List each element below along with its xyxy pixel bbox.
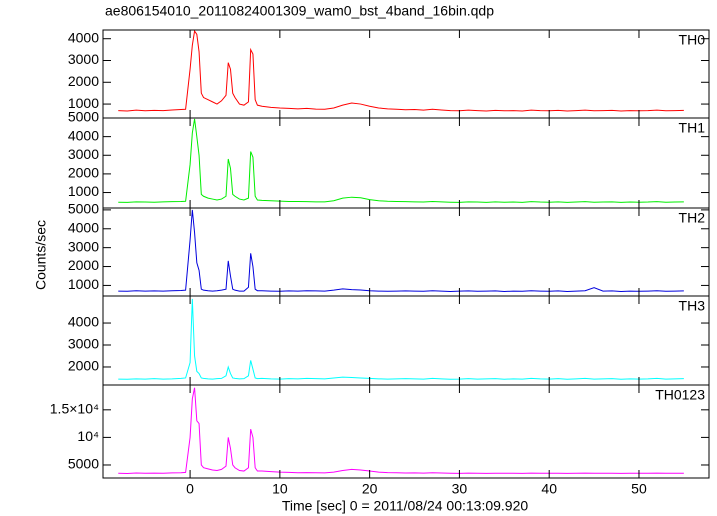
y-tick-label: 5000 [68, 109, 99, 125]
x-tick-label: 10 [272, 481, 288, 497]
y-tick-label: 10⁴ [77, 428, 99, 444]
y-tick-label: 4000 [68, 127, 99, 143]
y-axis-label: Counts/sec [33, 220, 49, 290]
x-tick-label: 20 [362, 481, 378, 497]
y-tick-label: 4000 [68, 219, 99, 235]
y-tick-label: 3000 [68, 336, 99, 352]
y-tick-label: 3000 [68, 146, 99, 162]
x-axis-label: Time [sec] 0 = 2011/08/24 00:13:09.920 [282, 498, 529, 514]
y-tick-label: 4000 [68, 29, 99, 45]
x-tick-label: 30 [452, 481, 468, 497]
x-tick-label: 50 [631, 481, 647, 497]
light-curve [118, 387, 684, 475]
light-curve [118, 118, 684, 203]
panel-label: TH1 [679, 120, 706, 136]
y-tick-label: 1000 [68, 95, 99, 111]
y-tick-label: 1.5×10⁴ [50, 401, 99, 417]
panel-label: TH2 [679, 210, 706, 226]
panel-frame [102, 384, 710, 479]
y-tick-label: 4000 [68, 314, 99, 330]
y-tick-label: 5000 [68, 201, 99, 217]
panel-frame [102, 29, 710, 119]
light-curve [118, 209, 684, 292]
panel-label: TH0123 [655, 387, 705, 403]
panel-frame [102, 117, 710, 209]
y-tick-label: 1000 [68, 183, 99, 199]
light-curve [118, 29, 684, 112]
y-tick-label: 2000 [68, 257, 99, 273]
panel-label: TH0 [679, 32, 706, 48]
light-curve [118, 298, 684, 380]
chart-title: ae806154010_20110824001309_wam0_bst_4ban… [105, 3, 494, 19]
y-tick-label: 2000 [68, 358, 99, 374]
x-tick-label: 40 [541, 481, 557, 497]
panel-label: TH3 [679, 298, 706, 314]
y-tick-label: 3000 [68, 238, 99, 254]
y-tick-label: 5000 [68, 456, 99, 472]
y-tick-label: 1000 [68, 276, 99, 292]
y-tick-label: 3000 [68, 51, 99, 67]
x-tick-label: 0 [186, 481, 194, 497]
y-tick-label: 2000 [68, 73, 99, 89]
y-tick-label: 2000 [68, 165, 99, 181]
